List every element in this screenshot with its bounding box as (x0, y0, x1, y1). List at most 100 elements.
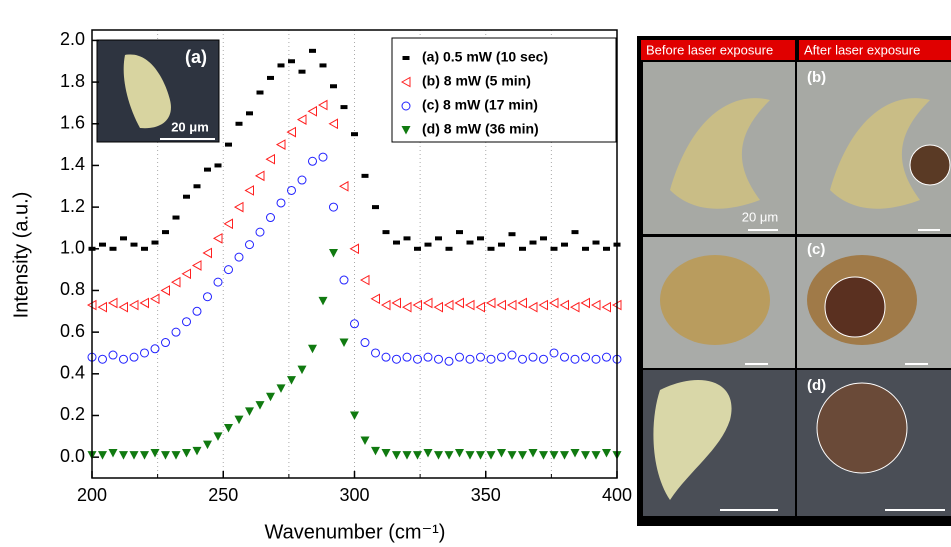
y-axis-title: Intensity (a.u.) (10, 192, 32, 319)
data-point (382, 230, 390, 235)
sample (830, 98, 930, 209)
data-point (329, 248, 338, 258)
data-point (466, 240, 474, 245)
data-point (255, 401, 265, 410)
data-point (590, 299, 601, 311)
data-point (476, 451, 485, 460)
sample (670, 98, 770, 209)
data-point (507, 451, 517, 460)
x-tick-label: 200 (77, 485, 107, 505)
data-point (529, 240, 537, 245)
data-point (487, 246, 495, 251)
data-point (561, 242, 568, 247)
y-tick-label: 2.0 (60, 29, 85, 49)
data-point (319, 63, 327, 68)
data-point (412, 299, 422, 311)
data-point (99, 242, 106, 247)
legend-label: (a) 0.5 mW (10 sec) (422, 49, 548, 65)
data-point (569, 301, 580, 313)
inset-scale-label: 20 μm (171, 119, 209, 134)
data-point (444, 451, 454, 460)
data-point (307, 105, 317, 117)
x-tick-label: 400 (602, 485, 632, 505)
header-bar (641, 40, 795, 60)
data-point (288, 59, 295, 64)
data-point (359, 274, 370, 286)
data-point (150, 448, 160, 458)
data-point (402, 352, 412, 362)
data-point (601, 301, 611, 313)
plot-frame (91, 29, 618, 479)
data-point (539, 451, 548, 460)
data-point (203, 292, 212, 302)
data-point (109, 246, 117, 251)
data-point (360, 436, 370, 445)
data-point (309, 48, 316, 53)
data-point (528, 448, 538, 458)
data-point (130, 242, 138, 247)
data-point (276, 384, 286, 393)
legend-marker (402, 56, 410, 60)
data-point (360, 338, 370, 348)
data-point (603, 246, 610, 251)
data-point (602, 448, 611, 458)
legend-marker (400, 76, 411, 88)
data-point (119, 354, 128, 364)
data-point (392, 354, 401, 364)
data-point (591, 354, 601, 364)
header-before: Before laser exposure (646, 42, 773, 57)
data-point (160, 285, 170, 296)
data-point (592, 240, 600, 245)
data-point (244, 185, 254, 196)
data-point (571, 230, 579, 235)
data-point (402, 451, 412, 460)
data-point (129, 451, 139, 460)
data-point (161, 451, 170, 460)
data-point (298, 69, 306, 74)
data-point (203, 440, 212, 450)
exposure-spot (824, 276, 886, 338)
data-point (204, 167, 211, 172)
data-point (212, 233, 223, 244)
data-point (245, 407, 254, 416)
x-tick-label: 250 (208, 485, 238, 505)
legend-label: (c) 8 mW (17 min) (422, 97, 538, 113)
data-point (539, 354, 548, 364)
panel-label: (d) (807, 377, 826, 394)
data-point (465, 354, 475, 364)
data-point (118, 301, 128, 313)
data-point (508, 232, 516, 237)
header-after: After laser exposure (804, 42, 920, 57)
data-point (434, 354, 443, 364)
data-point (330, 84, 337, 89)
data-point (454, 297, 464, 309)
data-point (580, 297, 590, 309)
panel-label: (b) (807, 69, 826, 86)
data-point (266, 392, 275, 402)
data-point (465, 451, 475, 460)
data-point (151, 240, 159, 245)
data-point (235, 121, 243, 126)
data-point (496, 299, 506, 311)
y-tick-label: 1.2 (60, 196, 85, 216)
data-point (445, 246, 453, 251)
data-point (120, 236, 127, 241)
data-point (475, 301, 485, 313)
inset-label: (a) (185, 47, 207, 67)
data-point (350, 411, 359, 420)
data-point (297, 365, 307, 375)
data-point (506, 299, 517, 311)
data-point (340, 105, 348, 110)
y-tick-label: 1.6 (60, 113, 85, 133)
data-point (224, 265, 233, 275)
legend-label: (d) 8 mW (36 min) (422, 121, 539, 137)
data-point (371, 348, 380, 358)
exposure-spot (816, 382, 908, 474)
data-point (214, 163, 222, 168)
data-point (582, 246, 589, 251)
data-point (308, 156, 317, 166)
data-point (560, 451, 569, 460)
data-point (361, 173, 369, 178)
data-point (350, 319, 359, 329)
